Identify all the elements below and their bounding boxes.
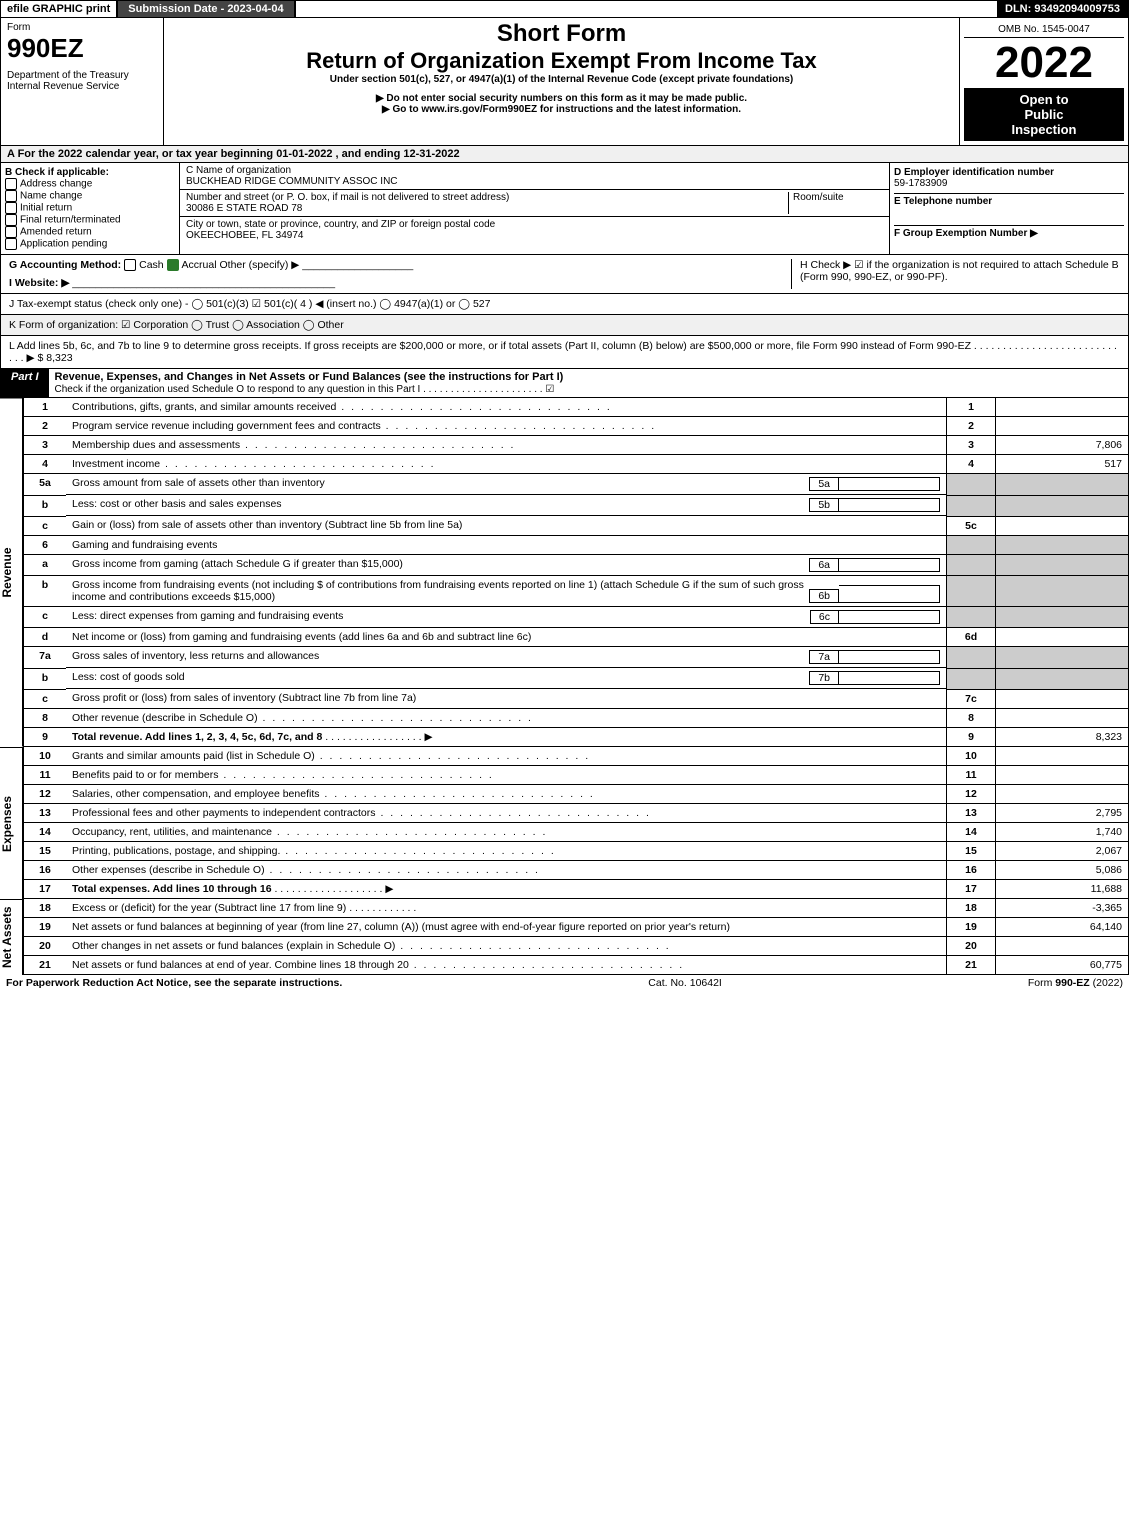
revenue-table: 1Contributions, gifts, grants, and simil… — [23, 398, 1129, 747]
g-label: G Accounting Method: — [9, 259, 121, 271]
val-17: 11,688 — [996, 879, 1129, 898]
val-13: 2,795 — [996, 803, 1129, 822]
goto-link[interactable]: ▶ Go to www.irs.gov/Form990EZ for instru… — [166, 104, 957, 115]
short-form: Short Form — [166, 20, 957, 48]
row-h: H Check ▶ ☑ if the organization is not r… — [791, 259, 1120, 289]
part1-title: Revenue, Expenses, and Changes in Net As… — [49, 369, 1128, 397]
part1-header: Part I Revenue, Expenses, and Changes in… — [0, 369, 1129, 398]
d-label: D Employer identification number — [894, 167, 1054, 178]
checkbox-final[interactable] — [5, 214, 17, 226]
ein: 59-1783909 — [894, 178, 947, 189]
form-word: Form — [7, 22, 157, 33]
efile-print[interactable]: efile GRAPHIC print — [1, 1, 118, 17]
row-l: L Add lines 5b, 6c, and 7b to line 9 to … — [0, 336, 1129, 369]
street-label: Number and street (or P. O. box, if mail… — [186, 192, 509, 203]
under-section: Under section 501(c), 527, or 4947(a)(1)… — [166, 74, 957, 85]
val-3: 7,806 — [996, 436, 1129, 455]
col-d: D Employer identification number 59-1783… — [890, 163, 1128, 254]
expenses-block: Expenses 10Grants and similar amounts pa… — [0, 747, 1129, 899]
omb: OMB No. 1545-0047 — [964, 22, 1124, 38]
checkbox-name[interactable] — [5, 190, 17, 202]
checkbox-app[interactable] — [5, 238, 17, 250]
expenses-table: 10Grants and similar amounts paid (list … — [23, 747, 1129, 899]
side-revenue: Revenue — [0, 398, 23, 747]
header-right: OMB No. 1545-0047 2022 Open to Public In… — [960, 18, 1128, 145]
part1-label: Part I — [1, 369, 49, 397]
header-left: Form 990EZ Department of the Treasury In… — [1, 18, 164, 145]
header-center: Short Form Return of Organization Exempt… — [164, 18, 960, 145]
val-21: 60,775 — [996, 955, 1129, 974]
row-j: J Tax-exempt status (check only one) - ◯… — [0, 294, 1129, 315]
footer: For Paperwork Reduction Act Notice, see … — [0, 975, 1129, 991]
val-18: -3,365 — [996, 899, 1129, 918]
top-bar: efile GRAPHIC print Submission Date - 20… — [0, 0, 1129, 18]
netassets-block: Net Assets 18Excess or (deficit) for the… — [0, 899, 1129, 975]
footer-right: Form 990-EZ (2022) — [1028, 977, 1123, 989]
netassets-table: 18Excess or (deficit) for the year (Subt… — [23, 899, 1129, 975]
c-label: C Name of organization — [186, 165, 291, 176]
revenue-block: Revenue 1Contributions, gifts, grants, a… — [0, 398, 1129, 747]
city-label: City or town, state or province, country… — [186, 219, 495, 230]
section-a: A For the 2022 calendar year, or tax yea… — [0, 146, 1129, 163]
room-suite: Room/suite — [789, 192, 883, 214]
org-name: BUCKHEAD RIDGE COMMUNITY ASSOC INC — [186, 176, 398, 187]
val-4: 517 — [996, 455, 1129, 474]
val-14: 1,740 — [996, 822, 1129, 841]
street: 30086 E STATE ROAD 78 — [186, 203, 302, 214]
val-19: 64,140 — [996, 917, 1129, 936]
return-title: Return of Organization Exempt From Incom… — [166, 48, 957, 74]
col-b: B Check if applicable: Address change Na… — [1, 163, 180, 254]
cb-accrual[interactable] — [167, 259, 179, 271]
footer-mid: Cat. No. 10642I — [648, 977, 722, 989]
dln: DLN: 93492094009753 — [997, 1, 1128, 17]
footer-left: For Paperwork Reduction Act Notice, see … — [6, 977, 342, 989]
tax-year: 2022 — [964, 38, 1124, 88]
dept: Department of the Treasury — [7, 70, 157, 81]
info-row: B Check if applicable: Address change Na… — [0, 163, 1129, 255]
open-public: Open to Public Inspection — [964, 88, 1124, 141]
city: OKEECHOBEE, FL 34974 — [186, 230, 303, 241]
val-9: 8,323 — [996, 727, 1129, 746]
row-k: K Form of organization: ☑ Corporation ◯ … — [0, 315, 1129, 336]
f-label: F Group Exemption Number ▶ — [894, 228, 1038, 239]
checkbox-amended[interactable] — [5, 226, 17, 238]
val-16: 5,086 — [996, 860, 1129, 879]
val-15: 2,067 — [996, 841, 1129, 860]
row-i: I Website: ▶ — [9, 277, 69, 289]
checkbox-address[interactable] — [5, 178, 17, 190]
efile-label: efile GRAPHIC print — [7, 3, 110, 15]
cb-cash[interactable] — [124, 259, 136, 271]
b-label: B Check if applicable: — [5, 167, 109, 178]
side-expenses: Expenses — [0, 747, 23, 899]
checkbox-initial[interactable] — [5, 202, 17, 214]
e-label: E Telephone number — [894, 196, 992, 207]
col-c: C Name of organization BUCKHEAD RIDGE CO… — [180, 163, 890, 254]
submission-date: Submission Date - 2023-04-04 — [118, 1, 295, 17]
form-header: Form 990EZ Department of the Treasury In… — [0, 18, 1129, 146]
ssn-warning: ▶ Do not enter social security numbers o… — [166, 93, 957, 104]
irs: Internal Revenue Service — [7, 81, 157, 92]
form-number: 990EZ — [7, 33, 157, 64]
row-g-h: G Accounting Method: Cash Accrual Other … — [0, 255, 1129, 294]
side-netassets: Net Assets — [0, 899, 23, 975]
